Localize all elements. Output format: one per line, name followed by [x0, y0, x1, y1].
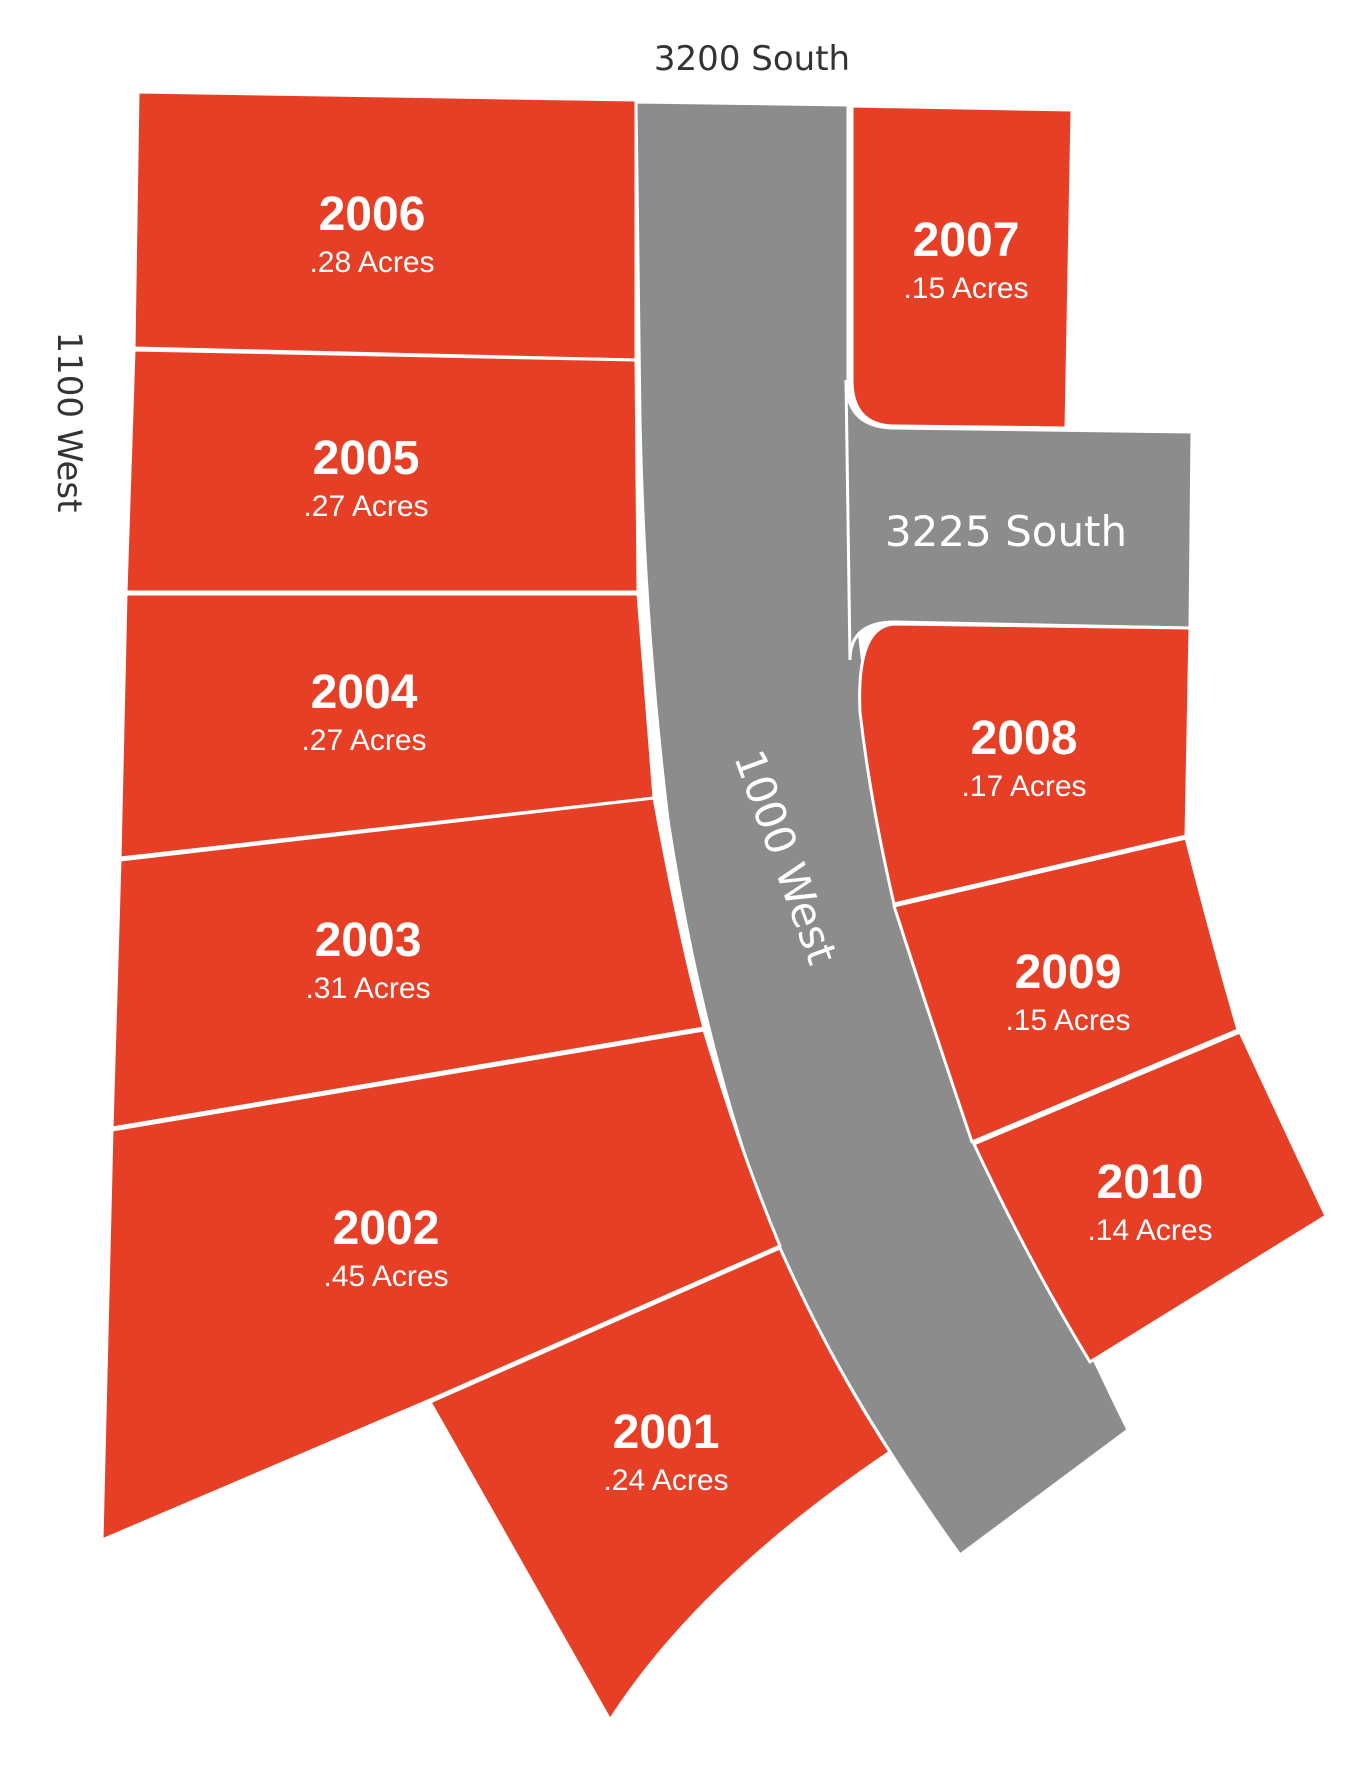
lot-label-2002: 2002 .45 Acres	[323, 1202, 448, 1293]
street-label-3200-south: 3200 South	[654, 39, 850, 79]
lot-2002[interactable]	[100, 1028, 782, 1542]
lot-id: 2007	[913, 214, 1020, 267]
street-label-3225-south: 3225 South	[885, 507, 1127, 556]
lot-label-2001: 2001 .24 Acres	[603, 1406, 728, 1497]
lot-2001[interactable]	[428, 1246, 892, 1722]
lot-id: 2002	[333, 1202, 440, 1255]
lot-id: 2008	[971, 712, 1078, 765]
lot-2007[interactable]	[850, 104, 1074, 430]
lot-area: .24 Acres	[603, 1464, 728, 1497]
lot-2008[interactable]	[858, 622, 1192, 906]
lot-id: 2005	[313, 432, 420, 485]
road-3225-south	[844, 379, 1194, 661]
lot-2005[interactable]	[124, 348, 640, 594]
lot-area: .17 Acres	[961, 770, 1086, 803]
lot-area: .15 Acres	[1005, 1004, 1130, 1037]
lot-area: .31 Acres	[305, 972, 430, 1005]
lot-label-2004: 2004 .27 Acres	[301, 666, 426, 757]
lot-2010[interactable]	[972, 1030, 1328, 1364]
lot-label-2003: 2003 .31 Acres	[305, 914, 430, 1005]
lot-area: .14 Acres	[1087, 1214, 1212, 1247]
lot-label-2009: 2009 .15 Acres	[1005, 946, 1130, 1037]
lot-area: .15 Acres	[903, 272, 1028, 305]
lot-label-2007: 2007 .15 Acres	[903, 214, 1028, 305]
lot-id: 2009	[1015, 946, 1122, 999]
lot-label-2010: 2010 .14 Acres	[1087, 1156, 1212, 1247]
lot-area: .45 Acres	[323, 1260, 448, 1293]
lot-label-2005: 2005 .27 Acres	[303, 432, 428, 523]
lot-label-2008: 2008 .17 Acres	[961, 712, 1086, 803]
lot-2004[interactable]	[118, 592, 656, 860]
lot-id: 2010	[1097, 1156, 1204, 1209]
lot-area: .27 Acres	[303, 490, 428, 523]
lot-id: 2003	[315, 914, 422, 967]
lot-2009[interactable]	[892, 836, 1240, 1144]
lot-label-2006: 2006 .28 Acres	[309, 188, 434, 279]
lot-id: 2006	[319, 188, 426, 241]
lot-id: 2001	[613, 1406, 720, 1459]
lot-area: .27 Acres	[301, 724, 426, 757]
street-label-1100-west: 1100 West	[49, 332, 89, 513]
lot-2003[interactable]	[110, 796, 706, 1130]
lot-area: .28 Acres	[309, 246, 434, 279]
lot-id: 2004	[311, 666, 418, 719]
